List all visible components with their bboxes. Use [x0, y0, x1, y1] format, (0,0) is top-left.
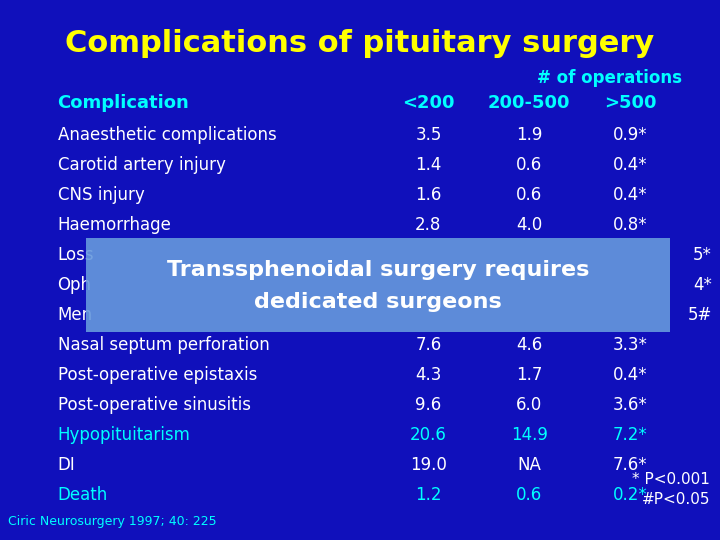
- Text: 1.6: 1.6: [415, 186, 441, 204]
- Text: 0.2*: 0.2*: [613, 486, 647, 504]
- Text: 19.0: 19.0: [410, 456, 447, 474]
- Text: NA: NA: [517, 456, 541, 474]
- Text: 0.4*: 0.4*: [613, 156, 647, 174]
- Text: 1.2: 1.2: [415, 486, 441, 504]
- Text: 1.4: 1.4: [415, 156, 441, 174]
- Text: 7.2*: 7.2*: [613, 426, 647, 444]
- Text: #P<0.05: #P<0.05: [642, 492, 710, 508]
- Text: 9.6: 9.6: [415, 396, 441, 414]
- Text: 3.3*: 3.3*: [613, 336, 647, 354]
- Text: 6.0: 6.0: [516, 396, 542, 414]
- Text: 20.6: 20.6: [410, 426, 447, 444]
- Text: 1.7: 1.7: [516, 366, 542, 384]
- Text: Oph: Oph: [58, 276, 91, 294]
- Text: 0.9*: 0.9*: [613, 126, 647, 144]
- Text: Carotid artery injury: Carotid artery injury: [58, 156, 225, 174]
- Text: 7.6: 7.6: [415, 336, 441, 354]
- Text: 3.5: 3.5: [415, 126, 441, 144]
- Text: Hypopituitarism: Hypopituitarism: [58, 426, 191, 444]
- Text: 4.0: 4.0: [516, 216, 542, 234]
- Text: Nasal septum perforation: Nasal septum perforation: [58, 336, 269, 354]
- Text: 0.4*: 0.4*: [613, 366, 647, 384]
- Text: 200-500: 200-500: [488, 94, 570, 112]
- Text: 1.9: 1.9: [516, 126, 542, 144]
- Text: 0.4*: 0.4*: [613, 186, 647, 204]
- Text: 5#: 5#: [688, 306, 712, 324]
- Text: Anaesthetic complications: Anaesthetic complications: [58, 126, 276, 144]
- Text: Ciric Neurosurgery 1997; 40: 225: Ciric Neurosurgery 1997; 40: 225: [8, 516, 217, 529]
- Text: Complications of pituitary surgery: Complications of pituitary surgery: [66, 30, 654, 58]
- Text: 7.6*: 7.6*: [613, 456, 647, 474]
- Text: Haemorrhage: Haemorrhage: [58, 216, 171, 234]
- Text: 14.9: 14.9: [510, 426, 548, 444]
- Text: 4*: 4*: [693, 276, 712, 294]
- Text: * P<0.001: * P<0.001: [632, 472, 710, 488]
- Text: CNS injury: CNS injury: [58, 186, 144, 204]
- Text: Death: Death: [58, 486, 108, 504]
- Text: # of operations: # of operations: [537, 69, 682, 87]
- Text: Post-operative sinusitis: Post-operative sinusitis: [58, 396, 251, 414]
- Text: 0.8*: 0.8*: [613, 216, 647, 234]
- Text: DI: DI: [58, 456, 76, 474]
- Text: Transsphenoidal surgery requires: Transsphenoidal surgery requires: [166, 260, 589, 280]
- Text: 3.6*: 3.6*: [613, 396, 647, 414]
- Text: Post-operative epistaxis: Post-operative epistaxis: [58, 366, 257, 384]
- Text: Loss: Loss: [58, 246, 94, 264]
- Text: 5*: 5*: [693, 246, 712, 264]
- Text: Men: Men: [58, 306, 93, 324]
- Text: >500: >500: [604, 94, 656, 112]
- Text: Complication: Complication: [58, 94, 189, 112]
- Text: 0.6: 0.6: [516, 156, 542, 174]
- Text: 0.6: 0.6: [516, 486, 542, 504]
- FancyBboxPatch shape: [86, 238, 670, 332]
- Text: dedicated surgeons: dedicated surgeons: [254, 292, 502, 312]
- Text: 4.6: 4.6: [516, 336, 542, 354]
- Text: 0.6: 0.6: [516, 186, 542, 204]
- Text: 2.8: 2.8: [415, 216, 441, 234]
- Text: <200: <200: [402, 94, 454, 112]
- Text: 4.3: 4.3: [415, 366, 441, 384]
